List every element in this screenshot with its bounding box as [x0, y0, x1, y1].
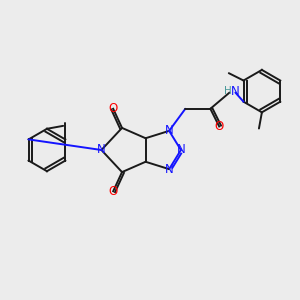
Text: N: N: [231, 85, 240, 98]
Text: O: O: [109, 185, 118, 198]
Text: N: N: [176, 143, 185, 157]
Text: O: O: [109, 102, 118, 115]
Text: N: N: [97, 143, 106, 157]
Text: O: O: [214, 120, 224, 133]
Text: N: N: [165, 124, 173, 137]
Text: N: N: [165, 163, 173, 176]
Text: H: H: [224, 86, 232, 96]
